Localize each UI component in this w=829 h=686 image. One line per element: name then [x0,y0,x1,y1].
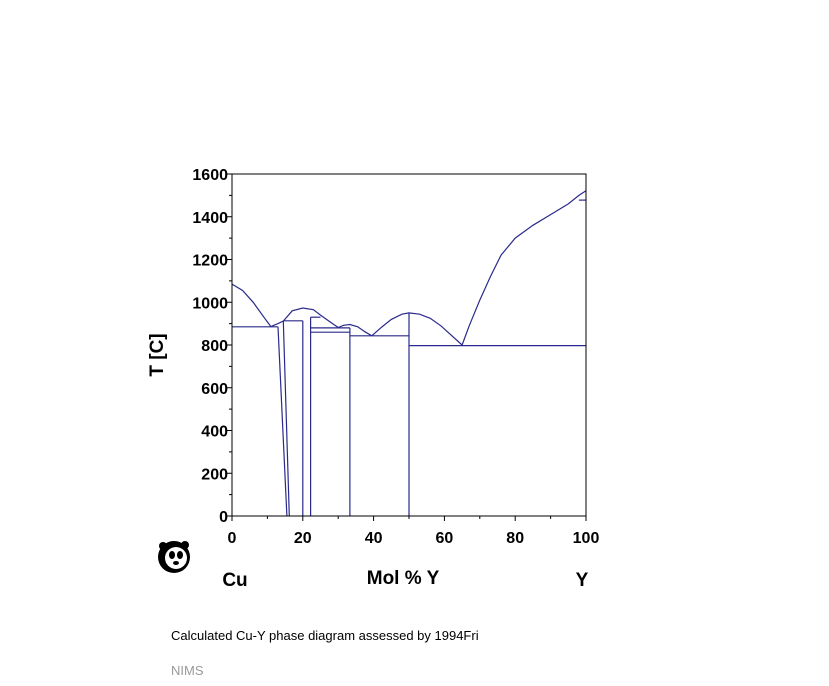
y-tick-label: 600 [201,381,228,398]
source-label: NIMS [171,663,204,678]
x-axis-label: Mol % Y [367,568,440,589]
diagram-caption: Calculated Cu-Y phase diagram assessed b… [171,628,479,643]
phase-boundary-2 [282,307,339,328]
y-tick-label: 1400 [192,210,228,227]
phase-boundary-15 [282,320,290,517]
phase-boundary-lines [231,190,587,517]
right-element-label: Y [576,570,589,591]
x-tick-label: 100 [573,530,600,547]
phase-boundary-3 [337,323,373,337]
phase-boundary-4 [371,312,463,346]
x-tick-label: 40 [365,530,383,547]
x-tick-label: 20 [294,530,312,547]
x-tick-label: 0 [228,530,237,547]
phase-boundary-0 [231,283,272,327]
y-tick-label: 400 [201,424,228,441]
left-element-label: Cu [222,570,247,591]
y-tick-label: 1200 [192,253,228,270]
y-tick-label: 1000 [192,295,228,312]
phase-boundary-14 [277,326,288,517]
y-axis-label: T [C] [147,333,168,376]
phase-boundary-5 [461,190,587,346]
x-tick-label: 80 [506,530,524,547]
axis-ticks [227,173,587,521]
panda-icon [158,541,190,573]
y-tick-label: 800 [201,338,228,355]
phase-boundary-1 [270,320,284,328]
tick-labels: 0 200 400 600 800 1000 1200 1400 1600 0 20 40 60 80 10… [192,167,599,547]
x-tick-label: 60 [436,530,454,547]
y-tick-label: 1600 [192,167,228,184]
y-tick-label: 200 [201,466,228,483]
y-tick-label: 0 [219,509,228,526]
